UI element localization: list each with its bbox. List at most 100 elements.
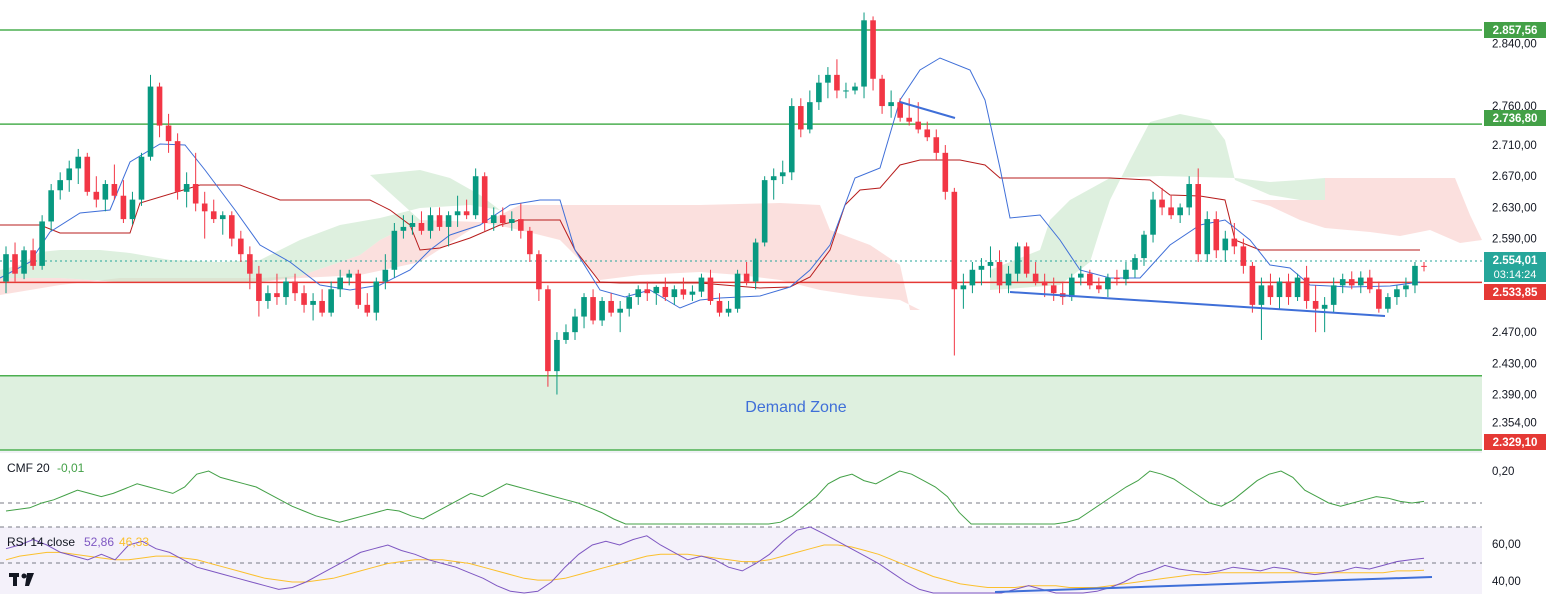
candle-body bbox=[391, 230, 398, 270]
candle-body bbox=[527, 230, 533, 255]
candle-body bbox=[743, 273, 750, 282]
candle-body bbox=[563, 332, 569, 340]
candle bbox=[698, 273, 705, 298]
candle bbox=[210, 199, 217, 224]
candle-body bbox=[1285, 281, 1292, 298]
candle bbox=[508, 211, 515, 231]
candle bbox=[888, 90, 894, 118]
candle-body bbox=[120, 195, 127, 220]
tag-resistance-mid-bg bbox=[1484, 110, 1546, 126]
candle bbox=[382, 254, 389, 290]
candle-body bbox=[888, 102, 894, 107]
candle-body bbox=[373, 281, 380, 313]
candle bbox=[1014, 242, 1021, 282]
candle-body bbox=[1014, 246, 1021, 274]
candle-body bbox=[1231, 238, 1238, 247]
tag-current-price: 2.554,01 bbox=[1493, 255, 1538, 267]
candle bbox=[1159, 187, 1165, 216]
candle bbox=[996, 250, 1003, 294]
candle bbox=[1077, 265, 1084, 286]
demand-zone bbox=[0, 375, 1482, 450]
candle bbox=[1357, 271, 1364, 294]
candle bbox=[111, 164, 118, 200]
candle bbox=[707, 269, 714, 305]
candle-body bbox=[427, 215, 434, 231]
tag-demand-low-bg bbox=[1484, 434, 1546, 450]
candle bbox=[689, 285, 696, 301]
candle-body bbox=[734, 273, 741, 309]
candle-body bbox=[238, 238, 244, 255]
candle-body bbox=[436, 215, 443, 227]
candle bbox=[906, 98, 912, 126]
candle bbox=[960, 273, 967, 309]
candle-body bbox=[788, 106, 795, 173]
candle bbox=[951, 187, 958, 356]
candle bbox=[1123, 261, 1129, 286]
candle bbox=[969, 261, 976, 294]
candle bbox=[247, 246, 253, 290]
candle bbox=[843, 82, 849, 99]
candle-body bbox=[1394, 289, 1400, 298]
candle bbox=[39, 215, 45, 270]
candle-body bbox=[1150, 199, 1156, 235]
candle bbox=[879, 74, 885, 114]
candle-body bbox=[924, 129, 931, 138]
candle bbox=[716, 293, 723, 317]
candle bbox=[1367, 269, 1373, 294]
candle-body bbox=[1294, 277, 1301, 298]
price-tick-5: 2.590,00 bbox=[1492, 234, 1537, 246]
candle-body bbox=[165, 125, 172, 142]
candle bbox=[1403, 277, 1409, 298]
candle bbox=[418, 211, 425, 235]
candle-body bbox=[1041, 281, 1048, 286]
candle bbox=[680, 277, 687, 300]
candle-body bbox=[102, 184, 109, 200]
candle bbox=[1276, 277, 1283, 309]
candle-body bbox=[3, 254, 9, 282]
candle bbox=[436, 207, 443, 231]
cmf-tick-0: 0,20 bbox=[1492, 466, 1514, 478]
tag-resistance-high: 2.857,56 bbox=[1493, 25, 1538, 37]
candle-body bbox=[481, 176, 488, 224]
trendline-down-1 bbox=[899, 101, 956, 119]
candle bbox=[1285, 273, 1292, 305]
rsi-band bbox=[0, 527, 1482, 594]
candle bbox=[328, 281, 334, 317]
candle bbox=[518, 203, 524, 239]
candle bbox=[1204, 211, 1211, 262]
candle bbox=[1222, 230, 1229, 262]
candle-body bbox=[1132, 258, 1138, 270]
candle-body bbox=[725, 308, 732, 313]
candle-body bbox=[798, 106, 804, 130]
candle bbox=[3, 246, 9, 294]
candle-body bbox=[418, 223, 425, 231]
candle-body bbox=[1141, 234, 1147, 259]
candle-body bbox=[228, 215, 235, 239]
candle-body bbox=[75, 156, 82, 169]
candle-body bbox=[752, 242, 759, 282]
candle bbox=[807, 90, 813, 134]
candle bbox=[1303, 265, 1310, 309]
rsi-ma-value: 46,33 bbox=[119, 535, 149, 549]
tag-support-bg bbox=[1484, 284, 1546, 300]
candle-body bbox=[581, 297, 587, 317]
candle-body bbox=[951, 191, 958, 290]
candle-body bbox=[490, 215, 497, 224]
price-tick-4: 2.630,00 bbox=[1492, 202, 1537, 214]
candle-body bbox=[1114, 277, 1120, 280]
candle bbox=[527, 226, 533, 262]
candle-body bbox=[247, 254, 253, 274]
candle-body bbox=[48, 190, 54, 222]
candle-body bbox=[1213, 219, 1220, 251]
candle bbox=[1213, 211, 1220, 259]
candle bbox=[1231, 223, 1238, 255]
candle-body bbox=[57, 180, 63, 191]
candle-body bbox=[84, 156, 91, 192]
candle bbox=[355, 269, 362, 309]
candle bbox=[978, 258, 985, 286]
candle bbox=[1032, 261, 1039, 286]
candle bbox=[743, 261, 750, 286]
candle bbox=[346, 269, 353, 286]
candle bbox=[319, 289, 325, 317]
